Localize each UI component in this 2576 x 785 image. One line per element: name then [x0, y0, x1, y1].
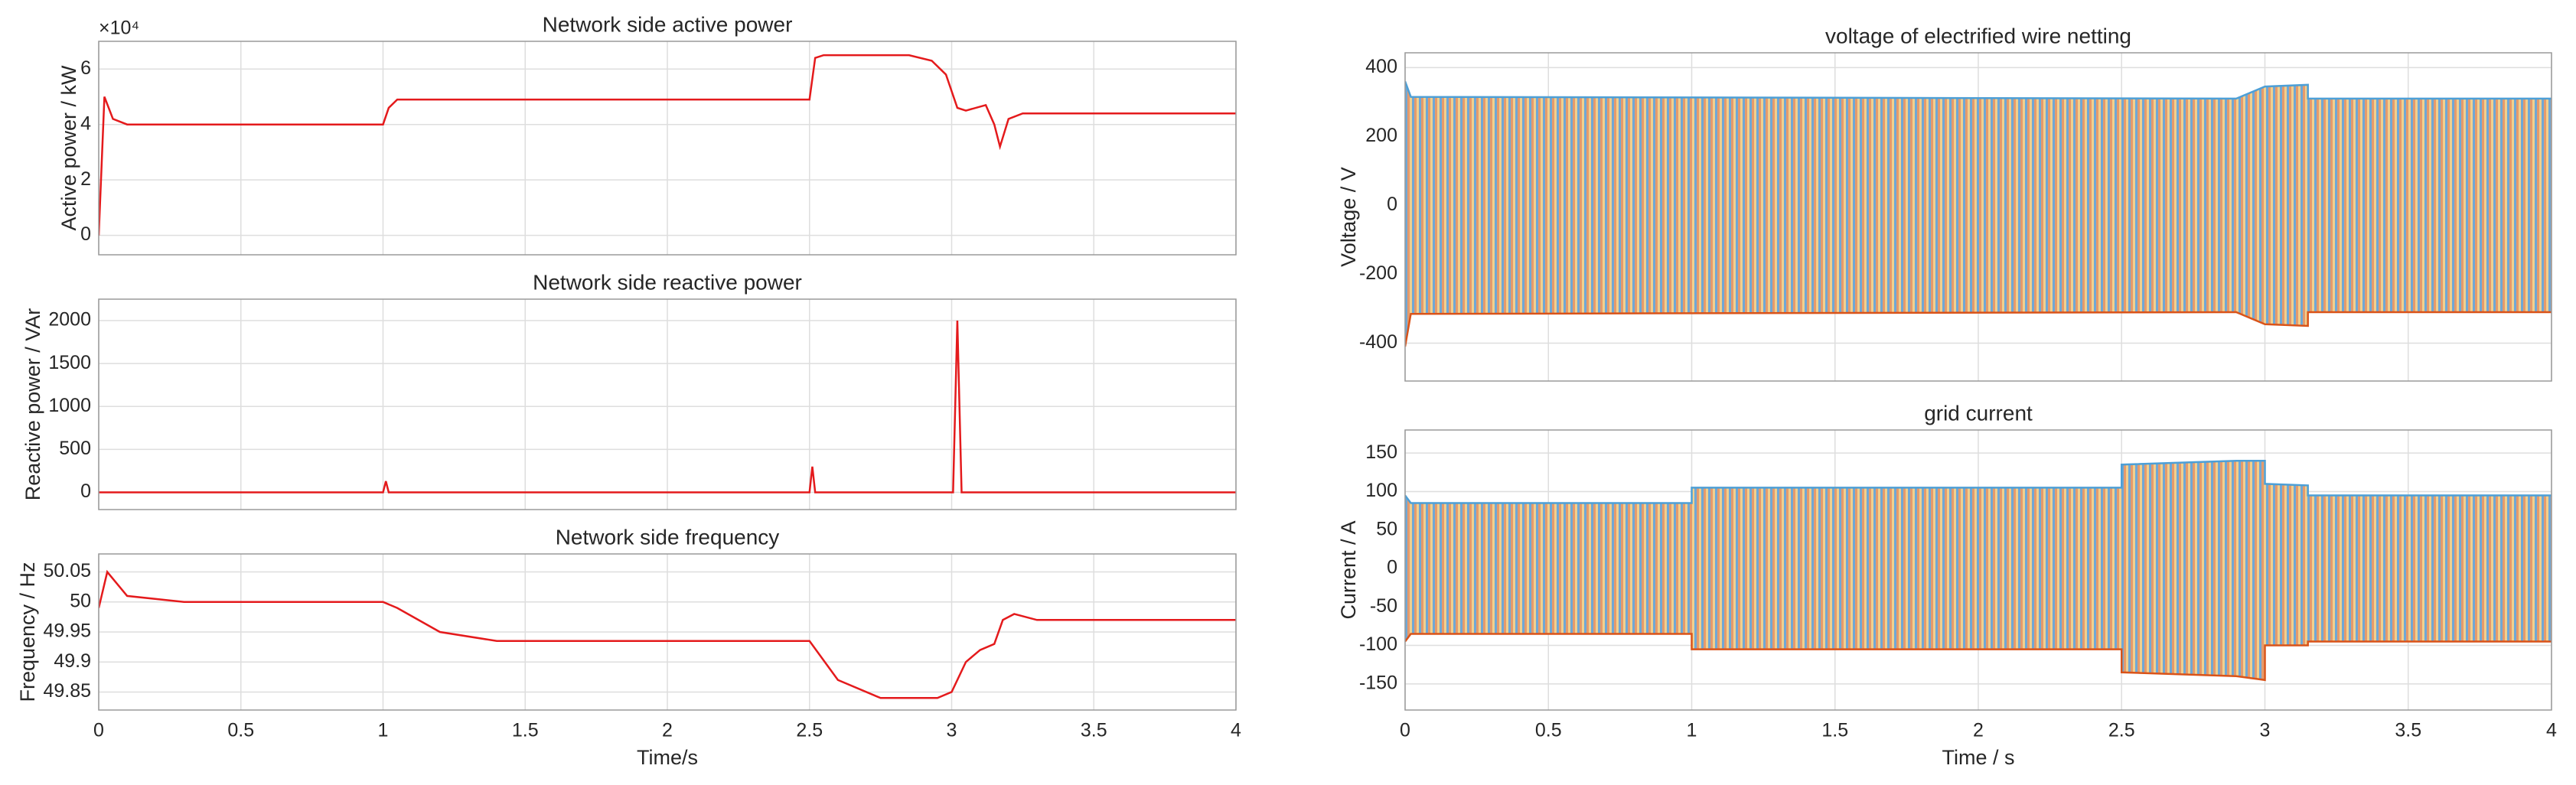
- x-tick-label: 1: [378, 720, 389, 741]
- envelope-line: [1405, 311, 2552, 347]
- x-tick-label: 0: [1400, 720, 1410, 741]
- y-axis-label: Reactive power / VAr: [21, 308, 44, 501]
- envelope-fill: [1405, 81, 2552, 347]
- x-tick-label: 0.5: [227, 720, 254, 741]
- y-tick-label: 100: [1365, 480, 1397, 501]
- chart-title: Network side active power: [543, 12, 793, 36]
- y-axis-label: Frequency / Hz: [16, 562, 39, 702]
- line: [99, 569, 1236, 699]
- x-tick-label: 1: [1687, 720, 1697, 741]
- line: [99, 321, 1236, 493]
- plot-data: [1405, 459, 2552, 682]
- y-tick-label: -100: [1359, 634, 1397, 655]
- y-axis-label: Current / A: [1337, 520, 1360, 619]
- y-tick-label: 1000: [48, 395, 91, 416]
- x-tick-label: 4: [2546, 720, 2557, 741]
- x-tick-label: 3: [2260, 720, 2271, 741]
- plot-frame: [1404, 52, 2552, 382]
- x-tick-label: 4: [1231, 720, 1241, 741]
- plot-data: [99, 321, 1236, 493]
- chart-title: Network side frequency: [556, 525, 780, 549]
- x-tick-label: 2.5: [2108, 720, 2135, 741]
- envelope-line: [1405, 633, 2552, 682]
- x-tick-label: 3.5: [1081, 720, 1107, 741]
- y-tick-label: -150: [1359, 672, 1397, 693]
- y-axis-label: Active power / kW: [57, 65, 80, 231]
- y-tick-label: -200: [1359, 262, 1397, 284]
- x-tick-label: 3: [947, 720, 957, 741]
- plot-frame: [98, 298, 1237, 510]
- plot-frame: [98, 41, 1237, 256]
- y-tick-label: -50: [1370, 595, 1397, 617]
- y-tick-label: 4: [80, 112, 91, 134]
- envelope-line: [1405, 459, 2552, 504]
- y-tick-label: 0: [80, 223, 91, 245]
- y-tick-label: 49.95: [43, 621, 91, 642]
- plot-data: [99, 569, 1236, 699]
- y-tick-label: 1500: [48, 352, 91, 373]
- x-tick-label: 3.5: [2395, 720, 2421, 741]
- chart-title: grid current: [1924, 401, 2033, 425]
- y-multiplier: ×10⁴: [99, 18, 139, 39]
- plot-data: [99, 54, 1236, 236]
- y-tick-label: 150: [1365, 441, 1397, 463]
- x-tick-label: 1.5: [512, 720, 539, 741]
- chart-title: voltage of electrified wire netting: [1825, 24, 2131, 47]
- x-tick-label: 0.5: [1535, 720, 1562, 741]
- x-tick-label: 1.5: [1821, 720, 1848, 741]
- y-tick-label: 2: [80, 168, 91, 190]
- y-tick-label: -400: [1359, 331, 1397, 353]
- x-tick-label: 2.5: [796, 720, 823, 741]
- chart-title: Network side reactive power: [533, 270, 802, 294]
- y-tick-label: 50: [70, 590, 91, 611]
- x-tick-label: 2: [662, 720, 673, 741]
- x-axis-label: Time / s: [1942, 746, 2014, 769]
- y-tick-label: 50.05: [43, 560, 91, 581]
- envelope-fill: [1405, 461, 2552, 680]
- plot-frame: [1404, 429, 2552, 711]
- y-tick-label: 0: [80, 480, 91, 502]
- y-tick-label: 200: [1365, 125, 1397, 146]
- y-tick-label: 2000: [48, 309, 91, 331]
- y-tick-label: 400: [1365, 56, 1397, 77]
- y-tick-label: 49.85: [43, 680, 91, 702]
- y-axis-label: Voltage / V: [1337, 167, 1360, 267]
- x-axis-label: Time/s: [637, 746, 698, 769]
- plot-frame: [98, 553, 1237, 711]
- y-tick-label: 500: [59, 438, 91, 459]
- y-tick-label: 6: [80, 57, 91, 79]
- x-tick-label: 2: [1973, 720, 1984, 741]
- y-tick-label: 49.9: [54, 650, 91, 672]
- y-tick-label: 0: [1387, 194, 1397, 215]
- y-tick-label: 50: [1376, 518, 1397, 539]
- x-tick-label: 0: [93, 720, 104, 741]
- plot-data: [1405, 80, 2552, 347]
- envelope-line: [1405, 80, 2552, 100]
- y-tick-label: 0: [1387, 557, 1397, 578]
- line: [99, 54, 1236, 236]
